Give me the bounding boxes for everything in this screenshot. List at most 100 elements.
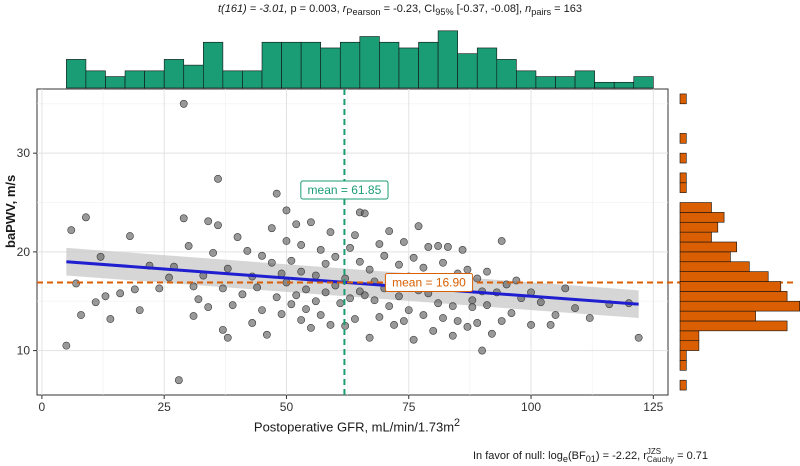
data-point [483,267,491,276]
data-point [380,251,389,260]
x-histogram-bar [300,41,322,89]
data-point [360,209,369,218]
x-histogram-bar [555,76,576,89]
x-histogram-bar [476,47,498,89]
data-point [238,290,247,299]
caption-r-subscript: Cauchy [646,455,675,464]
y-histogram-bar [679,300,800,312]
data-point [82,213,90,222]
plot-panel [36,88,669,396]
data-point [262,330,271,339]
y-mean-label-box [384,272,474,292]
y-tick-label: 30 [17,146,31,160]
x-histogram-bar [398,47,419,89]
data-point [287,256,296,265]
y-histogram-bar [679,330,700,342]
y-histogram-bar [679,172,687,184]
data-point [189,312,198,320]
data-point [385,302,394,311]
data-point [223,333,232,342]
x-histogram-bar [613,81,635,89]
data-point [126,232,134,240]
data-point [297,267,306,276]
data-point [326,321,335,329]
data-point [272,189,281,198]
x-tick-label: 75 [402,400,416,414]
ci-value-label: [-0.37, -0.08], [453,3,526,15]
x-histogram-bar [535,76,556,89]
data-point [419,263,428,272]
data-point [267,224,276,233]
y-histogram-bar [679,182,687,193]
data-point [204,303,213,312]
data-point [297,241,306,249]
x-tick-label: 100 [521,400,541,414]
y-histogram-bar [679,310,756,322]
data-point [130,285,139,294]
x-histogram-bar [203,41,224,89]
data-point [106,315,115,323]
data-point [385,227,394,236]
x-histogram-bar [379,41,400,89]
data-point [409,335,418,344]
data-point [478,346,487,355]
x-mean-label-text: mean = 61.85 [308,183,382,197]
data-point [258,251,266,260]
data-point [351,315,359,323]
y-histogram-bar [679,152,687,164]
y-histogram-bar [679,340,700,351]
n-symbol: n [525,3,532,15]
data-point [214,221,222,230]
n-value-label: = 163 [551,3,583,15]
caption-r-superscript: JZS [646,447,662,456]
x-histogram-bar [261,41,282,89]
data-point [307,323,315,332]
data-point [355,257,364,266]
data-point [439,258,447,267]
data-point [468,296,477,305]
data-point [488,329,496,338]
x-histogram-bar [437,30,458,89]
caption-log-subscript: e [562,454,568,465]
data-point [419,311,428,319]
x-histogram-bar [281,41,302,89]
caption-bf-subscript: 01 [585,454,596,465]
x-histogram-bar [163,59,185,89]
data-point [321,259,330,268]
data-point [326,228,335,237]
y-histogram-bar [679,320,788,332]
y-histogram-bar [679,202,712,213]
x-histogram-bar [183,64,204,89]
data-point [458,245,467,254]
data-point [282,206,291,215]
data-point [287,300,296,309]
data-point [424,243,433,251]
x-histogram-bar [85,70,106,89]
data-point [165,273,173,282]
data-point [375,240,384,248]
x-axis-label: Postoperative GFR, mL/min/1.73m2 [37,417,677,434]
data-point [307,218,315,227]
data-point [346,244,354,252]
data-point [360,291,369,300]
x-tick-label: 0 [39,400,46,414]
y-mean-label-text: mean = 16.90 [392,275,466,289]
data-point [414,222,423,231]
data-point [448,331,457,340]
y-histogram-bar [679,251,731,263]
data-point [277,310,286,318]
y-histogram-bar [679,350,687,361]
x-axis-label-text: Postoperative GFR, mL/min/1.73m [253,419,455,435]
data-point [463,265,472,274]
data-point [404,306,413,315]
data-point [375,313,384,321]
data-point [527,321,535,329]
data-point [116,289,125,298]
y-tick-label: 10 [17,344,31,358]
data-point [258,306,266,315]
data-point [233,233,242,241]
x-histogram-bar [457,53,478,89]
data-point [331,252,340,261]
y-histogram-bar [679,281,782,292]
y-histogram-bar [679,241,738,253]
